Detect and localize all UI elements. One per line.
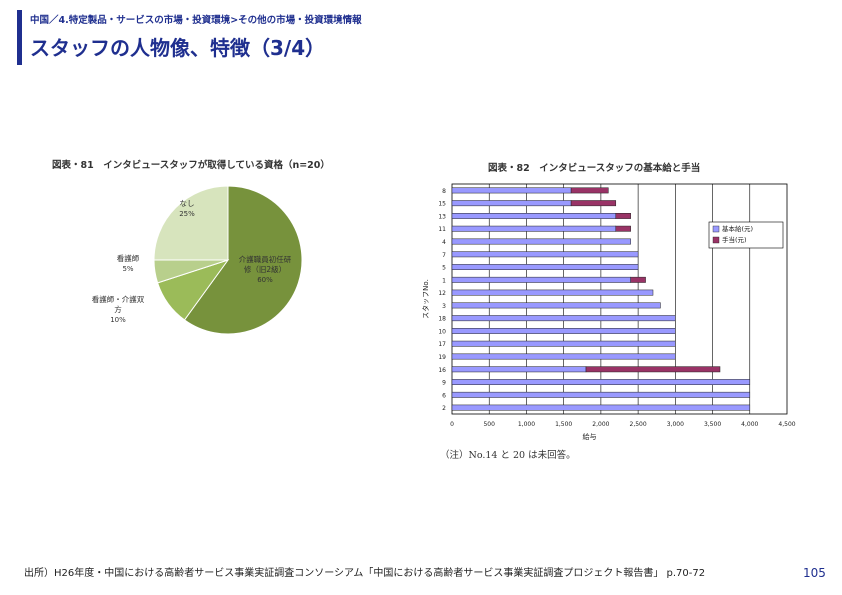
bar-base-salary	[451, 340, 676, 347]
pie-slice-label: 介護職員初任研修（旧2級）	[239, 254, 292, 274]
bar-base-salary	[451, 251, 639, 258]
bar-base-salary	[451, 238, 631, 245]
title-accent-bar	[17, 10, 22, 65]
chart-note: （注）No.14 と 20 は未回答。	[440, 450, 576, 461]
y-tick-label: 1	[442, 277, 446, 284]
bar-chart: 0 500 1,000 1,500 2,000 2,500 3,000 3,500 4,000 4…	[421, 183, 796, 441]
bar-base-salary	[451, 328, 676, 334]
pie-slice-label: 看護師・介護双方	[92, 294, 145, 314]
y-tick-label: 7	[442, 252, 446, 259]
pie-chart: 介護職員初任研修（旧2級） 60% 看護師・介護双方 10% 看護師 5% なし 25%	[92, 185, 303, 335]
y-tick-label: 5	[442, 265, 446, 272]
bar-base-salary	[451, 315, 676, 322]
y-tick-label: 17	[438, 341, 446, 348]
pie-slice	[183, 185, 303, 335]
bar-base-salary	[451, 391, 751, 398]
x-tick-label: 2,000	[592, 421, 609, 428]
bar-base-salary	[451, 379, 751, 385]
bar-chart-title: 図表・82 インタビュースタッフの基本給と手当	[488, 163, 701, 174]
legend-box	[708, 221, 784, 249]
y-tick-label: 3	[442, 303, 446, 310]
bar-base-salary	[451, 264, 639, 270]
page-title: スタッフの人物像、特徴（3/4）	[30, 36, 326, 60]
bar-base-salary	[451, 353, 676, 360]
pie-slice	[153, 185, 229, 261]
y-tick-label: 2	[442, 405, 446, 412]
y-tick-label: 10	[438, 328, 446, 335]
pie-slice-value: 10%	[110, 316, 126, 324]
y-tick-label: 12	[438, 290, 446, 297]
x-tick-label: 1,000	[518, 421, 535, 428]
x-tick-label: 500	[483, 421, 495, 428]
bar-base-salary	[451, 289, 654, 296]
pie-slice-value: 5%	[122, 265, 133, 273]
x-axis-label: 給与	[583, 432, 597, 441]
bar-base-salary	[451, 213, 617, 219]
source-citation: 出所）H26年度・中国における高齢者サービス事業実証調査コンソーシアム「中国にお…	[24, 568, 706, 579]
x-tick-label: 3,500	[704, 421, 721, 428]
y-tick-label: 13	[438, 213, 446, 220]
y-tick-label: 15	[438, 201, 446, 208]
breadcrumb: 中国／4.特定製品・サービスの市場・投資環境>その他の市場・投資環境情報	[30, 15, 362, 26]
pie-slice-label: 看護師	[117, 253, 140, 263]
bar-base-salary	[451, 200, 572, 207]
pie-slice-label: なし	[180, 199, 195, 208]
bar-base-salary	[451, 276, 631, 283]
bar-base-salary	[451, 225, 617, 232]
bar-allowance	[570, 187, 609, 194]
x-tick-label: 3,000	[667, 421, 684, 428]
bar-allowance	[570, 200, 617, 207]
y-tick-label: 19	[438, 354, 446, 361]
page-number: 105	[803, 566, 826, 580]
pie-slice-value: 60%	[257, 276, 273, 284]
y-tick-label: 11	[438, 226, 446, 233]
y-tick-label: 8	[442, 188, 446, 195]
x-tick-label: 2,500	[630, 421, 647, 428]
x-tick-label: 4,500	[778, 421, 795, 428]
bar-allowance	[585, 366, 721, 373]
bar-base-salary	[451, 366, 587, 373]
y-axis-label: スタッフNo.	[421, 279, 430, 319]
x-tick-label: 1,500	[555, 421, 572, 428]
y-tick-label: 16	[438, 367, 446, 374]
x-tick-label: 4,000	[741, 421, 758, 428]
legend-label: 手当(元)	[722, 235, 747, 244]
y-tick-label: 4	[442, 239, 446, 246]
y-tick-label: 6	[442, 392, 446, 399]
bar-allowance	[615, 213, 631, 219]
bar-base-salary	[451, 187, 572, 194]
pie-chart-title: 図表・81 インタビュースタッフが取得している資格（n=20）	[52, 160, 330, 171]
bar-allowance	[615, 225, 631, 232]
y-tick-label: 18	[438, 316, 446, 323]
bar-base-salary	[451, 404, 751, 411]
x-tick-label: 0	[450, 421, 454, 428]
legend-swatch	[712, 225, 720, 233]
bar-allowance	[630, 276, 646, 283]
legend-swatch	[712, 236, 720, 244]
pie-slice-value: 25%	[179, 210, 195, 218]
legend-label: 基本給(元)	[722, 224, 753, 233]
bar-base-salary	[451, 302, 661, 309]
y-tick-label: 9	[442, 380, 446, 387]
